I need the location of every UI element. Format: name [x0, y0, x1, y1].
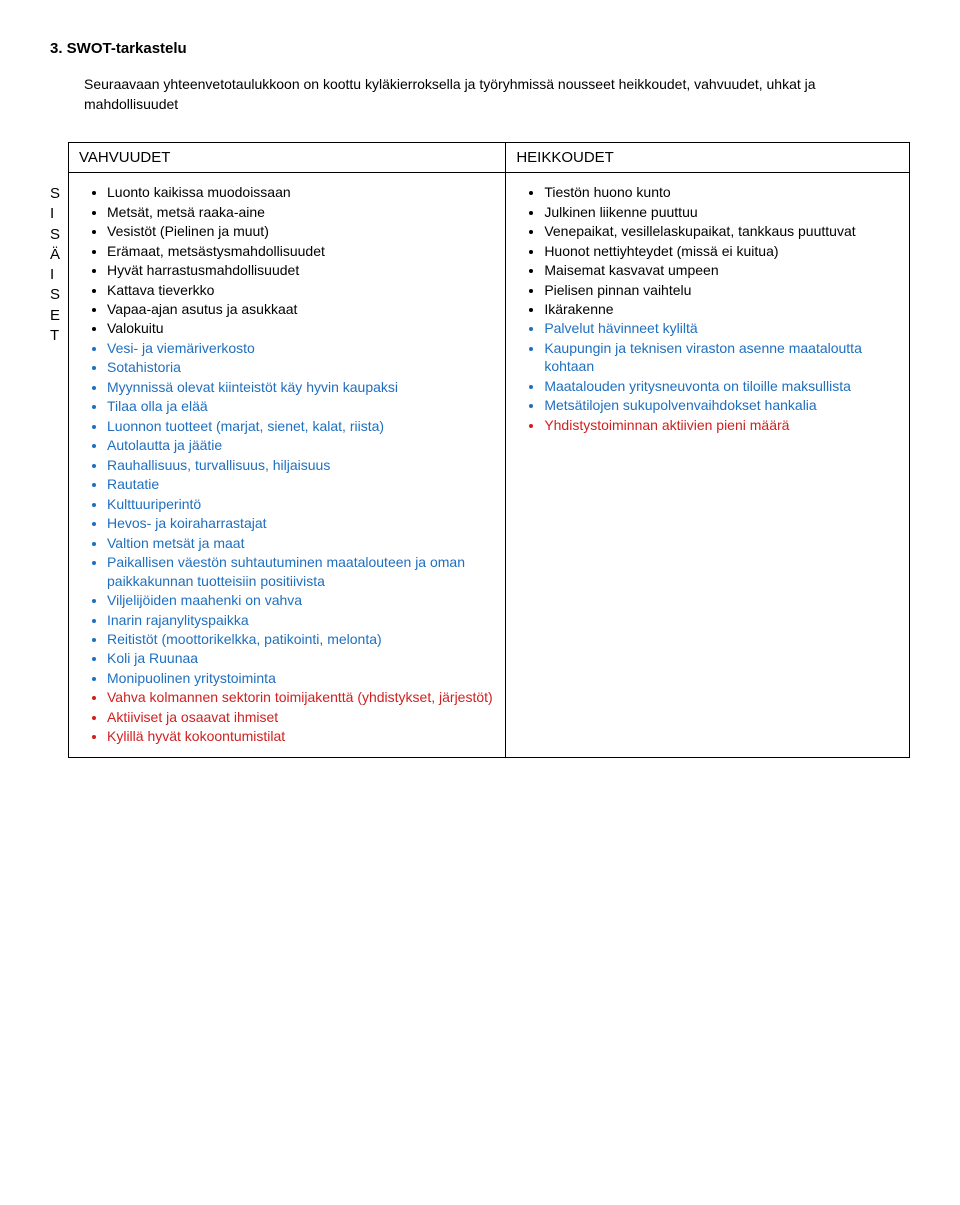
list-item: Julkinen liikenne puuttuu [544, 203, 899, 221]
list-item: Metsätilojen sukupolvenvaihdokset hankal… [544, 396, 899, 414]
list-item: Sotahistoria [107, 358, 495, 376]
list-item: Monipuolinen yritystoiminta [107, 669, 495, 687]
list-heikkoudet: Tiestön huono kunto Julkinen liikenne puu… [516, 183, 899, 434]
intro-paragraph: Seuraavaan yhteenvetotaulukkoon on koott… [84, 75, 910, 114]
list-item: Vapaa-ajan asutus ja asukkaat [107, 300, 495, 318]
list-item: Hevos- ja koiraharrastajat [107, 514, 495, 532]
list-item: Kattava tieverkko [107, 281, 495, 299]
header-vahvuudet: VAHVUUDET [69, 143, 506, 173]
side-axis-letter: S [50, 285, 68, 305]
list-item: Reitistöt (moottorikelkka, patikointi, m… [107, 630, 495, 648]
list-item: Myynnissä olevat kiinteistöt käy hyvin k… [107, 378, 495, 396]
list-item: Maisemat kasvavat umpeen [544, 261, 899, 279]
list-item: Tiestön huono kunto [544, 183, 899, 201]
list-item: Maatalouden yritysneuvonta on tiloille m… [544, 377, 899, 395]
side-axis-letter: I [50, 265, 68, 285]
side-axis-letter: S [50, 184, 68, 204]
list-item: Ikärakenne [544, 300, 899, 318]
list-item: Rautatie [107, 475, 495, 493]
side-axis-letter: S [50, 225, 68, 245]
list-item: Pielisen pinnan vaihtelu [544, 281, 899, 299]
cell-vahvuudet: Luonto kaikissa muodoissaan Metsät, metsä… [69, 173, 506, 758]
side-axis-letter: E [50, 306, 68, 326]
list-item: Vesi- ja viemäriverkosto [107, 339, 495, 357]
list-item: Palvelut hävinneet kyliltä [544, 319, 899, 337]
list-item: Venepaikat, vesillelaskupaikat, tankkaus… [544, 222, 899, 240]
list-item: Yhdistystoiminnan aktiivien pieni määrä [544, 416, 899, 434]
header-heikkoudet: HEIKKOUDET [506, 143, 910, 173]
side-axis-letter: T [50, 326, 68, 346]
list-vahvuudet: Luonto kaikissa muodoissaan Metsät, metsä… [79, 183, 495, 746]
list-item: Vesistöt (Pielinen ja muut) [107, 222, 495, 240]
cell-heikkoudet: Tiestön huono kunto Julkinen liikenne puu… [506, 173, 910, 758]
list-item: Hyvät harrastusmahdollisuudet [107, 261, 495, 279]
list-item: Luonto kaikissa muodoissaan [107, 183, 495, 201]
list-item: Autolautta ja jäätie [107, 436, 495, 454]
section-title: 3. SWOT-tarkastelu [50, 40, 910, 57]
list-item: Vahva kolmannen sektorin toimijakenttä (… [107, 688, 495, 706]
side-axis-letter: Ä [50, 245, 68, 265]
side-axis-label: SISÄISET [50, 142, 68, 346]
list-item: Rauhallisuus, turvallisuus, hiljaisuus [107, 456, 495, 474]
list-item: Luonnon tuotteet (marjat, sienet, kalat,… [107, 417, 495, 435]
list-item: Huonot nettiyhteydet (missä ei kuitua) [544, 242, 899, 260]
list-item: Kulttuuriperintö [107, 495, 495, 513]
list-item: Viljelijöiden maahenki on vahva [107, 591, 495, 609]
list-item: Paikallisen väestön suhtautuminen maatal… [107, 553, 495, 590]
list-item: Koli ja Ruunaa [107, 649, 495, 667]
list-item: Kaupungin ja teknisen viraston asenne ma… [544, 339, 899, 376]
list-item: Valokuitu [107, 319, 495, 337]
list-item: Aktiiviset ja osaavat ihmiset [107, 708, 495, 726]
list-item: Kylillä hyvät kokoontumistilat [107, 727, 495, 745]
list-item: Valtion metsät ja maat [107, 534, 495, 552]
list-item: Inarin rajanylityspaikka [107, 611, 495, 629]
list-item: Tilaa olla ja elää [107, 397, 495, 415]
list-item: Metsät, metsä raaka-aine [107, 203, 495, 221]
swot-table: VAHVUUDET HEIKKOUDET Luonto kaikissa muo… [68, 142, 910, 758]
side-axis-letter: I [50, 204, 68, 224]
list-item: Erämaat, metsästysmahdollisuudet [107, 242, 495, 260]
